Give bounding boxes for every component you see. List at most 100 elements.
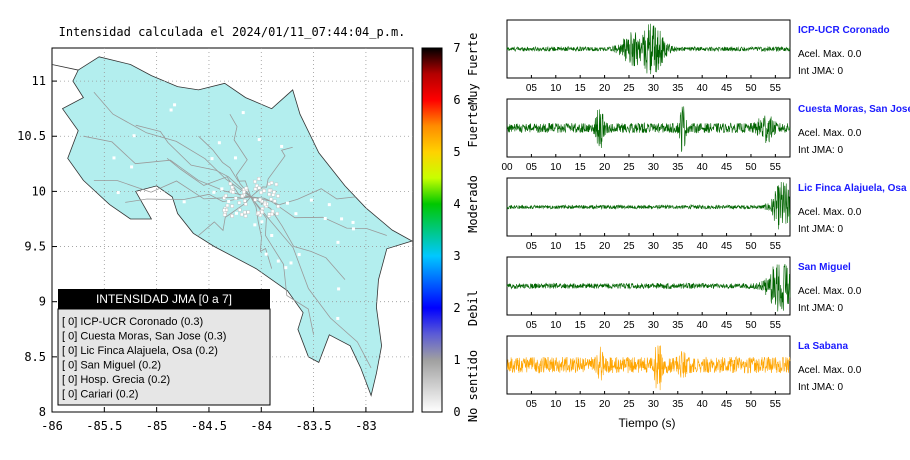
station-marker — [257, 138, 261, 142]
waveform-tick-label: 10 — [550, 399, 562, 410]
station-marker — [309, 198, 313, 202]
road — [250, 196, 314, 335]
waveform-trace — [506, 106, 791, 152]
station-marker — [257, 177, 261, 181]
station-marker — [269, 197, 273, 201]
station-marker — [257, 186, 261, 190]
station-marker — [336, 316, 340, 320]
waveform-station-name: Lic Finca Alajuela, Osa — [798, 183, 907, 194]
legend-entry: [ 0] Lic Finca Alajuela, Osa (0.2) — [62, 345, 218, 357]
station-marker — [337, 287, 341, 291]
waveform-trace — [506, 264, 791, 312]
station-marker — [255, 183, 259, 188]
waveform-tick-label: 35 — [672, 241, 684, 252]
colorbar-category-label: No sentido — [466, 350, 480, 422]
station-marker — [253, 198, 257, 202]
waveform-accel-label: Acel. Max. 0.0 — [798, 207, 862, 218]
map-xtick-label: -85.5 — [86, 419, 122, 433]
waveform-tick-label: 05 — [526, 241, 538, 252]
waveform-tick-label: 05 — [526, 83, 538, 94]
legend-entry: [ 0] Hosp. Grecia (0.2) — [62, 374, 170, 386]
colorbar-tick-label: 6 — [453, 93, 460, 107]
station-marker — [222, 208, 227, 212]
waveform-tick-label: 45 — [721, 83, 733, 94]
colorbar-tick-label: 2 — [453, 301, 460, 315]
station-marker — [284, 324, 288, 328]
waveform-tick-label: 25 — [623, 162, 635, 173]
waveform-tick-label: 55 — [770, 162, 782, 173]
road — [93, 91, 252, 198]
road — [229, 114, 252, 198]
waveform-tick-label: 10 — [550, 83, 562, 94]
station-marker — [234, 196, 238, 201]
colorbar-tick-label: 7 — [453, 41, 460, 55]
waveform-tick-label: 30 — [648, 83, 660, 94]
colorbar-tick-label: 4 — [453, 197, 460, 211]
waveform-panel: 05 10 15 20 25 30 35 40 45 50 55 La Sabana Acel. Max… — [506, 335, 862, 410]
station-marker — [231, 190, 236, 194]
waveform-tick-label: 50 — [745, 241, 757, 252]
waveform-tick-label: 45 — [721, 320, 733, 331]
station-marker — [285, 201, 289, 205]
waveform-tick-label: 20 — [599, 162, 611, 173]
station-marker — [267, 192, 271, 197]
map-ytick-label: 9 — [39, 295, 46, 309]
station-marker — [263, 202, 267, 207]
waveform-tick-label: 30 — [648, 162, 660, 173]
waveform-tick-label: 10 — [550, 320, 562, 331]
waveform-trace — [506, 345, 791, 391]
colorbar-tick-label: 1 — [453, 353, 460, 367]
waveform-tick-label: 25 — [623, 320, 635, 331]
intensity-legend: INTENSIDAD JMA [0 a 7] [ 0] ICP-UCR Coro… — [57, 289, 271, 406]
road — [125, 193, 251, 203]
waveform-frame — [506, 98, 791, 158]
legend-body — [57, 308, 271, 406]
map-xtick-label: -84.5 — [191, 419, 227, 433]
road — [198, 135, 252, 198]
station-marker — [267, 212, 272, 216]
waveform-tick-label: 40 — [697, 162, 709, 173]
waveform-tick-label: 20 — [599, 320, 611, 331]
station-marker — [259, 190, 263, 195]
waveform-tick-label: 40 — [697, 83, 709, 94]
waveform-tick-label: 40 — [697, 241, 709, 252]
map-ytick-label: 10 — [32, 184, 46, 198]
station-marker — [274, 182, 279, 187]
station-markers — [112, 103, 355, 366]
border-line — [51, 64, 79, 71]
station-marker — [242, 210, 247, 215]
station-marker — [228, 181, 233, 186]
colorbar-category-label: Debil — [466, 290, 480, 326]
waveform-jma-label: Int JMA: 0 — [798, 382, 843, 393]
station-marker — [169, 108, 173, 112]
legend-title-bar — [58, 289, 270, 309]
waveform-tick-label: 15 — [575, 83, 587, 94]
station-marker — [276, 194, 280, 198]
waveform-tick-label: 55 — [770, 241, 782, 252]
station-marker — [256, 210, 261, 215]
legend-entry: [ 0] Cariari (0.2) — [62, 389, 138, 401]
waveform-panel: 05 10 15 20 25 30 35 40 45 50 55 ICP-UCR Coronado Ac… — [506, 19, 890, 94]
station-marker — [112, 156, 116, 160]
road — [250, 188, 356, 206]
waveform-tick-label: 30 — [648, 320, 660, 331]
waveform-station-name: San Miguel — [798, 262, 851, 273]
waveform-tick-label: 05 — [526, 162, 538, 173]
waveform-tick-label: 30 — [648, 399, 660, 410]
waveform-tick-label: 00 — [501, 162, 513, 173]
waveform-tick-label: 20 — [599, 83, 611, 94]
colorbar-category-label: Moderado — [466, 175, 480, 233]
legend-title: INTENSIDAD JMA [0 a 7] — [96, 292, 232, 306]
waveform-panel: 05 10 15 20 25 30 35 40 45 50 55 San Miguel Acel. Ma… — [506, 256, 862, 331]
station-marker — [260, 220, 264, 224]
station-marker — [230, 204, 234, 208]
waveform-tick-label: 50 — [745, 320, 757, 331]
map-xtick-label: -83.5 — [296, 419, 332, 433]
legend-entries: [ 0] ICP-UCR Coronado (0.3) [ 0] Cuesta M… — [62, 316, 226, 401]
station-marker — [210, 157, 214, 161]
waveform-jma-label: Int JMA: 0 — [798, 224, 843, 235]
station-marker — [244, 186, 248, 191]
waveform-panel: 00 05 10 15 20 25 30 35 40 45 50 55 Cuesta Moras, Sa… — [501, 98, 910, 173]
